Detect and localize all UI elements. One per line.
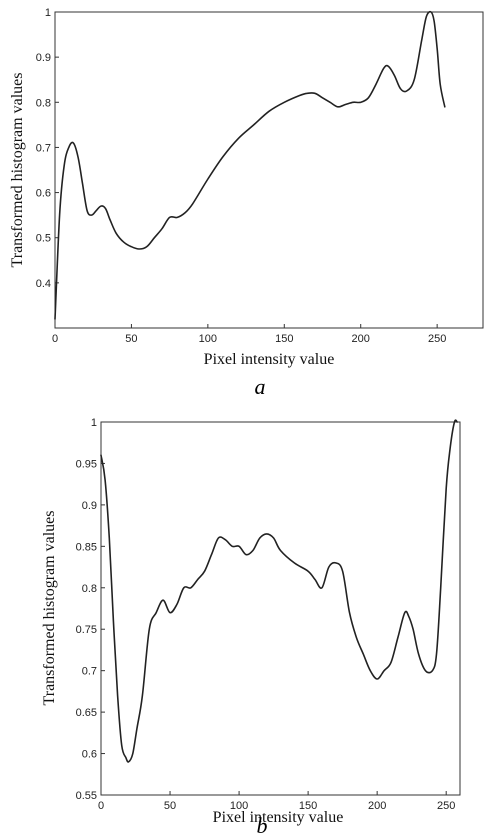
x-tick-label-a: 250 (428, 333, 446, 345)
y-tick-label-a: 0.8 (36, 97, 51, 109)
chart-panel-b: 0 50 100 150 200 250 0.55 0.6 0.65 0.7 0.75 0.8 0.85… (41, 417, 461, 834)
x-tick-label-a: 100 (199, 333, 217, 345)
y-axis-label-a: Transformed histogram values (9, 73, 26, 268)
y-tick-label-a: 1 (45, 7, 51, 19)
y-tick-label-a: 0.4 (36, 278, 51, 290)
x-tick-label-a: 50 (125, 333, 137, 345)
panel-label-a: a (255, 374, 266, 399)
x-tick-label-a: 0 (52, 333, 58, 345)
x-tick-label-b: 50 (164, 800, 176, 812)
x-tick-label-a: 150 (275, 333, 293, 345)
tick-group-a: 0 50 100 150 200 250 0.4 0.5 0.6 0.7 0.8 0.9 1 (36, 7, 447, 345)
tick-group-b: 0 50 100 150 200 250 0.55 0.6 0.65 0.7 0.75 0.8 0.85… (76, 417, 456, 812)
y-tick-label-b: 1 (91, 417, 97, 429)
chart-panel-a: 0 50 100 150 200 250 0.4 0.5 0.6 0.7 0.8 0.9 1 Pixel… (9, 7, 484, 399)
y-tick-label-b: 0.95 (76, 458, 97, 470)
x-tick-label-b: 0 (98, 800, 104, 812)
plot-frame-a (54, 11, 484, 329)
y-tick-label-a: 0.9 (36, 52, 51, 64)
x-tick-label-a: 200 (352, 333, 370, 345)
y-tick-label-b: 0.9 (82, 500, 97, 512)
x-axis-label-a: Pixel intensity value (204, 351, 335, 368)
y-axis-label-b: Transformed histogram values (41, 511, 58, 706)
y-tick-label-b: 0.65 (76, 707, 97, 719)
y-tick-label-b: 0.55 (76, 790, 97, 802)
x-tick-label-b: 100 (230, 800, 248, 812)
y-tick-label-b: 0.7 (82, 666, 97, 678)
series-line-a (54, 10, 446, 320)
x-tick-label-b: 200 (368, 800, 386, 812)
x-axis-label-b: Pixel intensity value (213, 809, 344, 826)
panel-label-b: b (257, 813, 268, 834)
y-tick-label-a: 0.7 (36, 142, 51, 154)
x-tick-label-b: 150 (299, 800, 317, 812)
plot-frame-b (100, 421, 461, 796)
y-tick-label-a: 0.5 (36, 233, 51, 245)
series-line-b (100, 419, 458, 763)
y-tick-label-b: 0.85 (76, 541, 97, 553)
y-tick-label-b: 0.6 (82, 749, 97, 761)
y-tick-label-b: 0.8 (82, 583, 97, 595)
y-tick-label-a: 0.6 (36, 188, 51, 200)
x-tick-label-b: 250 (437, 800, 455, 812)
y-tick-label-b: 0.75 (76, 624, 97, 636)
